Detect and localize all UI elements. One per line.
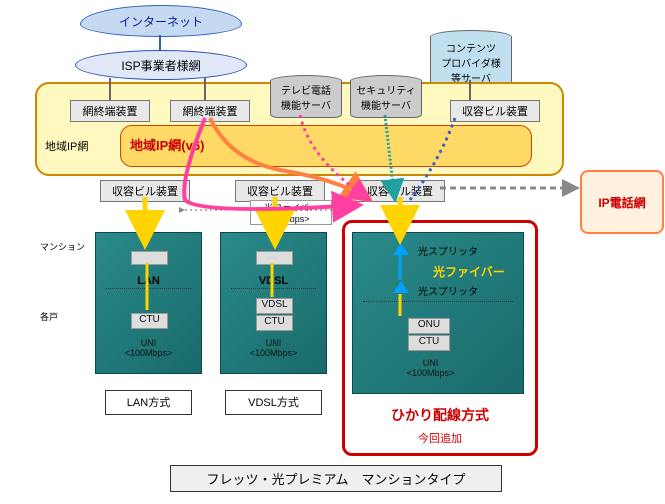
vdsl-ctu: CTU bbox=[256, 315, 293, 331]
lan-box: LAN CTU UNI <100Mbps> bbox=[95, 232, 202, 374]
hikari-method-label: ひかり配線方式 bbox=[370, 405, 510, 425]
ip-tel-box: IP電話網 bbox=[580, 170, 664, 234]
splitter-bot-icon bbox=[393, 281, 409, 293]
vdsl-dev: VDSL bbox=[256, 298, 293, 314]
splitter-top-label: 光スプリッタ bbox=[418, 243, 478, 258]
isp-label: ISP事業者様網 bbox=[121, 57, 200, 74]
splitter-top-icon bbox=[393, 243, 409, 255]
lan-uni: UNI <100Mbps> bbox=[111, 338, 186, 358]
bldg-b1: 収容ビル装置 bbox=[100, 180, 190, 202]
internet-label: インターネット bbox=[119, 13, 203, 30]
fiber-label: 光ファイバー bbox=[433, 263, 505, 280]
tv-cylinder: テレビ電話 機能サーバ bbox=[270, 75, 340, 115]
isp-ellipse: ISP事業者様網 bbox=[75, 50, 247, 80]
tv-label: テレビ電話 機能サーバ bbox=[270, 80, 342, 118]
net-term-2: 網終端装置 bbox=[170, 100, 250, 122]
net-term-1: 網終端装置 bbox=[70, 100, 150, 122]
hikari-uni: UNI <100Mbps> bbox=[393, 358, 468, 378]
vdsl-uni: UNI <100Mbps> bbox=[236, 338, 311, 358]
hikari-onu: ONU bbox=[408, 318, 450, 334]
vdsl-title: VDSL bbox=[221, 275, 326, 287]
internet-cloud: インターネット bbox=[80, 5, 242, 37]
vdsl-box: VDSL VDSL CTU UNI <100Mbps> bbox=[220, 232, 327, 374]
lan-method-box: LAN方式 bbox=[105, 390, 192, 415]
cp-label: コンテンツ プロバイダ様 等サーバ bbox=[430, 36, 512, 85]
footer-box: フレッツ・光プレミアム マンションタイプ bbox=[170, 465, 502, 492]
vdsl-method-box: VDSL方式 bbox=[225, 390, 322, 415]
hikari-ctu: CTU bbox=[408, 335, 450, 351]
lan-title: LAN bbox=[96, 275, 201, 287]
ip-network-label: 地域IP網 bbox=[45, 138, 88, 154]
lan-ctu: CTU bbox=[131, 313, 168, 329]
ipv6-label: 地域IP網(v6) bbox=[130, 135, 204, 154]
hikari-box: 光スプリッタ 光ファイバー 光スプリッタ ONU CTU UNI <100Mbp… bbox=[352, 232, 524, 394]
splitter-bot-label: 光スプリッタ bbox=[418, 283, 478, 298]
added-label: 今回追加 bbox=[370, 430, 510, 446]
bldg-b2: 収容ビル装置 bbox=[235, 180, 325, 202]
bldg-b3: 収容ビル装置 bbox=[355, 180, 445, 202]
cp-cylinder: コンテンツ プロバイダ様 等サーバ bbox=[430, 30, 510, 80]
mansion-level-label: マンション bbox=[40, 240, 85, 253]
unit-level-label: 各戸 bbox=[40, 310, 58, 323]
sec-label: セキュリティ 機能サーバ bbox=[350, 80, 422, 118]
fiber-note: 光ファイバー <1Gbps> bbox=[250, 200, 332, 225]
bldg-top-right: 収容ビル装置 bbox=[450, 100, 540, 122]
sec-cylinder: セキュリティ 機能サーバ bbox=[350, 75, 420, 115]
